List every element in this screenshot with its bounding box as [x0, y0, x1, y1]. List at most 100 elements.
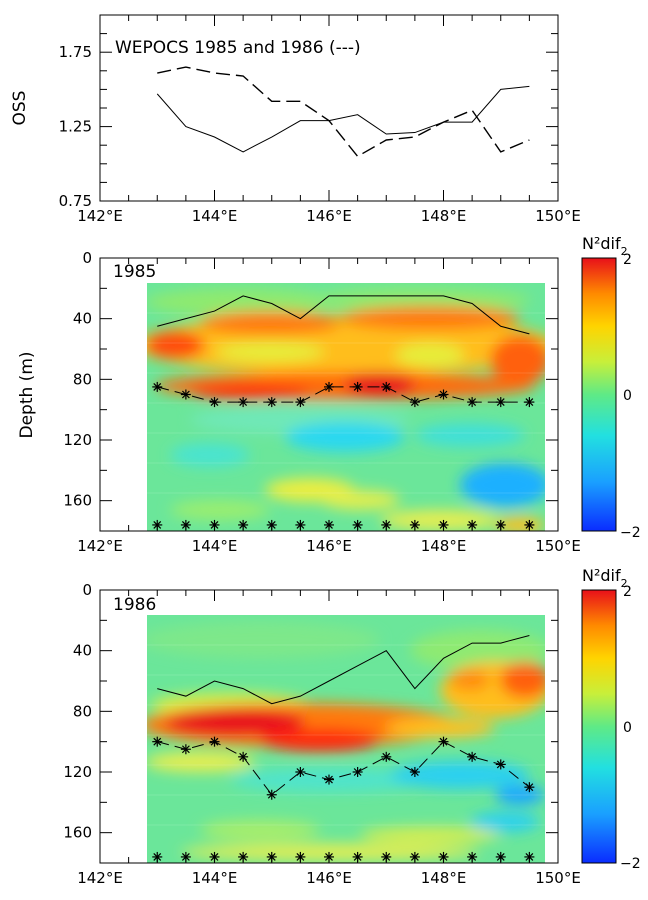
section-1985-station-marker — [409, 519, 420, 530]
section-1986-y-tick-label: 80 — [73, 702, 92, 720]
oss-y-tick-label: 0.75 — [59, 192, 92, 210]
section-1986-y-tick-label: 160 — [63, 824, 92, 842]
section-1986-thermocline-marker — [152, 736, 163, 747]
section-1985-thermocline-marker — [324, 381, 334, 392]
section-1985-station-marker — [352, 519, 363, 530]
section-1985-mixed-layer-line — [157, 295, 530, 335]
section-1986-thermocline-marker — [238, 751, 249, 762]
section-1986-y-tick-label: 120 — [63, 763, 92, 781]
section-1986-station-marker — [495, 851, 506, 862]
section-1985-thermocline-marker — [180, 389, 191, 400]
section-1985-station-marker — [324, 519, 334, 530]
section-1985-x-tick-label: 148°E — [421, 537, 467, 555]
section-1986-x-tick-label: 148°E — [421, 869, 467, 887]
section-1986-x-tick-label: 146°E — [306, 869, 352, 887]
section-1986-y-tick-label: 40 — [73, 642, 92, 660]
oss-series-lines — [156, 66, 530, 158]
section-1985-station-marker — [209, 519, 220, 530]
section-1985-axis-ticks: 142°E 144°E 146°E 148°E 150°E 0 40 80 120 160 — [63, 249, 580, 555]
section-1985-x-tick-label: 142°E — [77, 537, 123, 555]
section-1986-station-marker — [438, 851, 449, 862]
oss-x-tick-label: 148°E — [421, 207, 467, 225]
section-1985-station-marker — [295, 519, 306, 530]
oss-series-solid — [156, 85, 530, 153]
section-1985-thermocline-marker — [467, 397, 478, 408]
colorbar-1985-tick-max: 2 — [623, 252, 632, 268]
section-1986-thermocline-marker — [295, 767, 306, 777]
section-1985-y-tick-label: 160 — [63, 492, 92, 510]
oss-x-tick-label: 150°E — [535, 207, 581, 225]
section-1985-y-tick-label: 40 — [73, 310, 92, 328]
oss-y-tick-label: 1.75 — [59, 43, 92, 61]
oss-axis-ticks: 142°E 144°E 146°E 148°E 150°E 0.75 1.25 1.75 — [59, 14, 581, 225]
oss-panel: WEPOCS 1985 and 1986 (---) OSS 142°E 144°… — [10, 14, 581, 225]
oss-y-tick-label: 1.25 — [59, 118, 92, 136]
section-1986-axis-ticks: 142°E 144°E 146°E 148°E 150°E 0 40 80 120 160 — [63, 581, 580, 887]
section-1986-thermocline-marker — [352, 767, 363, 777]
oss-series-dashed — [157, 66, 530, 158]
section-1986-station-marker — [467, 851, 478, 862]
section-1986-station-marker — [209, 851, 220, 862]
section-1985-station-marker — [152, 519, 163, 530]
section-1986-thermocline-line — [157, 741, 530, 796]
section-1985-thermocline-marker — [381, 381, 392, 392]
colorbar-1985-title: N²dif2 — [582, 234, 628, 258]
section-1985-thermocline-marker — [352, 381, 363, 392]
section-1985-thermocline-marker — [266, 397, 277, 408]
section-1986-x-tick-label: 142°E — [77, 869, 123, 887]
section-1986-panel: 1986 142°E 144°E 146°E 148°E 150°E 0 40 80 120 16… — [63, 566, 640, 887]
section-1985-thermocline-marker — [495, 397, 506, 408]
section-1985-station-marker — [524, 519, 535, 530]
section-1986-station-marker — [266, 851, 277, 862]
section-1986-thermocline-marker — [524, 782, 535, 793]
section-1986-thermocline-marker — [266, 789, 277, 800]
colorbar-1986 — [581, 589, 617, 864]
oss-x-tick-label: 144°E — [192, 207, 238, 225]
section-1986-station-marker — [381, 851, 392, 862]
section-1986-station-marker — [409, 851, 420, 862]
section-1985-x-tick-label: 146°E — [306, 537, 352, 555]
section-1986-thermocline-marker — [209, 736, 220, 747]
section-1985-station-marker — [438, 519, 449, 530]
section-1985-panel: 1985 Depth (m) 142°E 144°E 146°E 148°E 150°E… — [17, 234, 641, 555]
section-1985-x-tick-label: 150°E — [535, 537, 581, 555]
oss-title: WEPOCS 1985 and 1986 (---) — [115, 38, 361, 58]
section-1986-station-marker — [152, 851, 163, 862]
section-1986-y-tick-label: 0 — [82, 581, 92, 599]
colorbar-1985-tick-min: −2 — [620, 525, 641, 541]
depth-axis-label: Depth (m) — [17, 351, 37, 438]
oss-x-tick-label: 146°E — [306, 207, 352, 225]
section-1986-thermocline-marker — [438, 736, 449, 747]
section-1986-station-marker — [295, 851, 306, 862]
section-1986-label: 1986 — [113, 595, 156, 615]
section-1985-label: 1985 — [113, 262, 156, 282]
section-1985-station-marker — [467, 519, 478, 530]
section-1986-thermocline-marker — [409, 767, 420, 777]
section-1985-x-tick-label: 144°E — [192, 537, 238, 555]
section-1986-thermocline-marker — [381, 751, 392, 762]
section-1986-x-tick-label: 150°E — [535, 869, 581, 887]
section-1985-station-marker — [238, 519, 249, 530]
section-1986-thermocline-marker — [324, 774, 334, 785]
colorbar-1986-tick-mid: 0 — [623, 720, 632, 736]
section-1985-thermocline-marker — [295, 397, 306, 408]
colorbar-1985-tick-mid: 0 — [623, 388, 632, 404]
section-1986-x-tick-label: 144°E — [192, 869, 238, 887]
section-1985-y-tick-label: 0 — [82, 249, 92, 267]
oss-x-tick-label: 142°E — [77, 207, 123, 225]
colorbar-1986-tick-min: −2 — [620, 856, 641, 872]
section-1985-y-tick-label: 120 — [63, 431, 92, 449]
section-1985-station-marker — [495, 519, 506, 530]
section-1985-station-marker — [381, 519, 392, 530]
section-1986-thermocline-marker — [180, 744, 191, 755]
section-1985-thermocline-marker — [238, 397, 249, 408]
colorbar-1986-tick-max: 2 — [623, 584, 632, 600]
section-1986-station-marker — [180, 851, 191, 862]
section-1986-mixed-layer-line — [157, 635, 530, 705]
section-1985-y-tick-label: 80 — [73, 370, 92, 388]
section-1985-station-marker — [180, 519, 191, 530]
oss-y-axis-label: OSS — [10, 91, 30, 126]
section-1985-thermocline-marker — [524, 397, 535, 408]
section-1985-station-marker — [266, 519, 277, 530]
